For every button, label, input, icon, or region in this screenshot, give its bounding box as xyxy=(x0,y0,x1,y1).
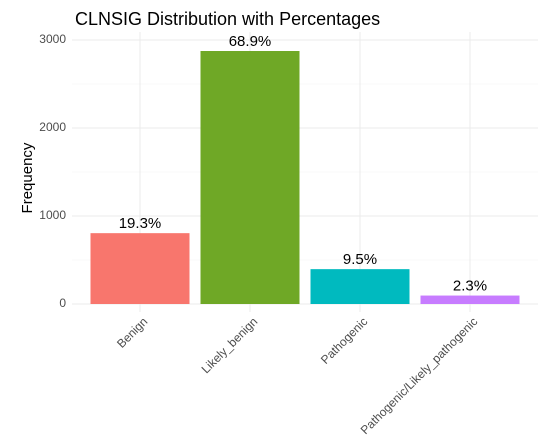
percent-label: 2.3% xyxy=(453,278,487,295)
y-tick-label: 0 xyxy=(59,296,66,310)
y-tick-label: 3000 xyxy=(39,32,66,46)
percent-label: 19.3% xyxy=(119,215,162,232)
x-tick-label: Benign xyxy=(114,314,150,350)
x-tick-label: Pathogenic xyxy=(318,314,370,366)
y-tick-label: 1000 xyxy=(39,208,66,222)
percent-label: 9.5% xyxy=(343,251,377,268)
y-axis-label: Frequency xyxy=(19,142,36,213)
x-tick-label: Pathogenic/Likely_pathogenic xyxy=(358,314,481,437)
x-tick-label: Likely_benign xyxy=(199,314,261,376)
chart-title: CLNSIG Distribution with Percentages xyxy=(75,9,380,29)
bar xyxy=(310,269,410,304)
y-tick-label: 2000 xyxy=(39,120,66,134)
bar xyxy=(420,295,520,304)
bar xyxy=(200,51,300,304)
bar xyxy=(90,233,190,304)
percent-label: 68.9% xyxy=(229,33,272,50)
